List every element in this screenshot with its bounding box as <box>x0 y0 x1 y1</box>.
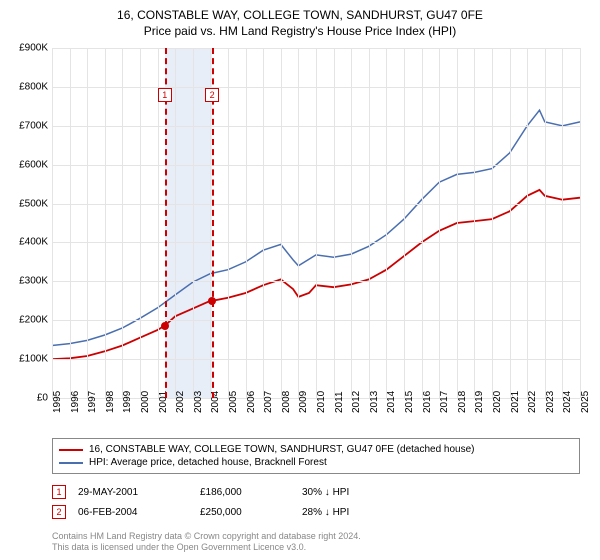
x-axis-label: 2000 <box>140 391 151 413</box>
x-axis-label: 2002 <box>175 391 186 413</box>
event-marker-box: 1 <box>158 88 172 102</box>
y-axis-label: £800K <box>19 81 48 92</box>
y-axis-label: £100K <box>19 354 48 365</box>
footer-attribution: Contains HM Land Registry data © Crown c… <box>52 531 361 554</box>
y-axis-label: £200K <box>19 315 48 326</box>
event-marker-box: 2 <box>205 88 219 102</box>
x-axis-label: 2025 <box>580 391 591 413</box>
x-axis-label: 1999 <box>122 391 133 413</box>
footer-line: This data is licensed under the Open Gov… <box>52 542 361 554</box>
events-table: 1 29-MAY-2001 £186,000 30% ↓ HPI 2 06-FE… <box>52 482 580 522</box>
sale-point-dot <box>161 322 169 330</box>
y-axis-label: £500K <box>19 198 48 209</box>
title-address: 16, CONSTABLE WAY, COLLEGE TOWN, SANDHUR… <box>0 8 600 22</box>
legend-label: HPI: Average price, detached house, Brac… <box>89 457 327 468</box>
x-axis-label: 2005 <box>228 391 239 413</box>
legend-swatch-property <box>59 449 83 451</box>
chart-area: £0£100K£200K£300K£400K£500K£600K£700K£80… <box>52 48 580 398</box>
x-axis-label: 2003 <box>193 391 204 413</box>
arrow-down-icon: ↓ <box>325 507 330 518</box>
y-axis-label: £900K <box>19 43 48 54</box>
x-axis-label: 2015 <box>404 391 415 413</box>
chart-titles: 16, CONSTABLE WAY, COLLEGE TOWN, SANDHUR… <box>0 0 600 38</box>
x-axis-label: 2021 <box>510 391 521 413</box>
arrow-down-icon: ↓ <box>325 487 330 498</box>
x-axis-label: 1998 <box>105 391 116 413</box>
y-axis-label: £700K <box>19 120 48 131</box>
x-axis-label: 2013 <box>369 391 380 413</box>
event-row: 1 29-MAY-2001 £186,000 30% ↓ HPI <box>52 482 580 502</box>
event-number-box: 1 <box>52 485 66 499</box>
x-axis-label: 2023 <box>545 391 556 413</box>
x-axis-label: 1995 <box>52 391 63 413</box>
x-axis-label: 2007 <box>263 391 274 413</box>
legend-and-events: 16, CONSTABLE WAY, COLLEGE TOWN, SANDHUR… <box>52 438 580 522</box>
legend-label: 16, CONSTABLE WAY, COLLEGE TOWN, SANDHUR… <box>89 444 475 455</box>
x-axis-label: 2019 <box>474 391 485 413</box>
x-axis-label: 2011 <box>334 391 345 413</box>
x-axis-label: 2022 <box>527 391 538 413</box>
x-axis-label: 1996 <box>70 391 81 413</box>
x-axis-label: 2009 <box>298 391 309 413</box>
x-axis-label: 2006 <box>246 391 257 413</box>
x-axis-label: 2014 <box>386 391 397 413</box>
x-axis-label: 2018 <box>457 391 468 413</box>
legend-row: 16, CONSTABLE WAY, COLLEGE TOWN, SANDHUR… <box>59 443 573 456</box>
x-axis-label: 2001 <box>158 391 169 413</box>
y-axis-label: £0 <box>37 393 48 404</box>
x-axis-label: 2020 <box>492 391 503 413</box>
x-axis-label: 2024 <box>562 391 573 413</box>
x-axis-label: 2012 <box>351 391 362 413</box>
y-axis-label: £400K <box>19 237 48 248</box>
x-axis-label: 2016 <box>422 391 433 413</box>
x-axis-label: 2010 <box>316 391 327 413</box>
event-date: 29-MAY-2001 <box>78 487 188 498</box>
legend-swatch-hpi <box>59 462 83 464</box>
title-subtitle: Price paid vs. HM Land Registry's House … <box>0 24 600 38</box>
event-number-box: 2 <box>52 505 66 519</box>
event-date: 06-FEB-2004 <box>78 507 188 518</box>
event-row: 2 06-FEB-2004 £250,000 28% ↓ HPI <box>52 502 580 522</box>
footer-line: Contains HM Land Registry data © Crown c… <box>52 531 361 543</box>
event-price: £250,000 <box>200 507 290 518</box>
plot-region: £0£100K£200K£300K£400K£500K£600K£700K£80… <box>52 48 580 398</box>
y-axis-label: £300K <box>19 276 48 287</box>
y-axis-label: £600K <box>19 159 48 170</box>
sale-point-dot <box>208 297 216 305</box>
event-hpi-delta: 28% ↓ HPI <box>302 507 580 518</box>
x-axis-label: 2008 <box>281 391 292 413</box>
legend-row: HPI: Average price, detached house, Brac… <box>59 456 573 469</box>
x-axis-label: 1997 <box>87 391 98 413</box>
x-axis-label: 2017 <box>439 391 450 413</box>
legend-box: 16, CONSTABLE WAY, COLLEGE TOWN, SANDHUR… <box>52 438 580 474</box>
event-hpi-delta: 30% ↓ HPI <box>302 487 580 498</box>
event-price: £186,000 <box>200 487 290 498</box>
